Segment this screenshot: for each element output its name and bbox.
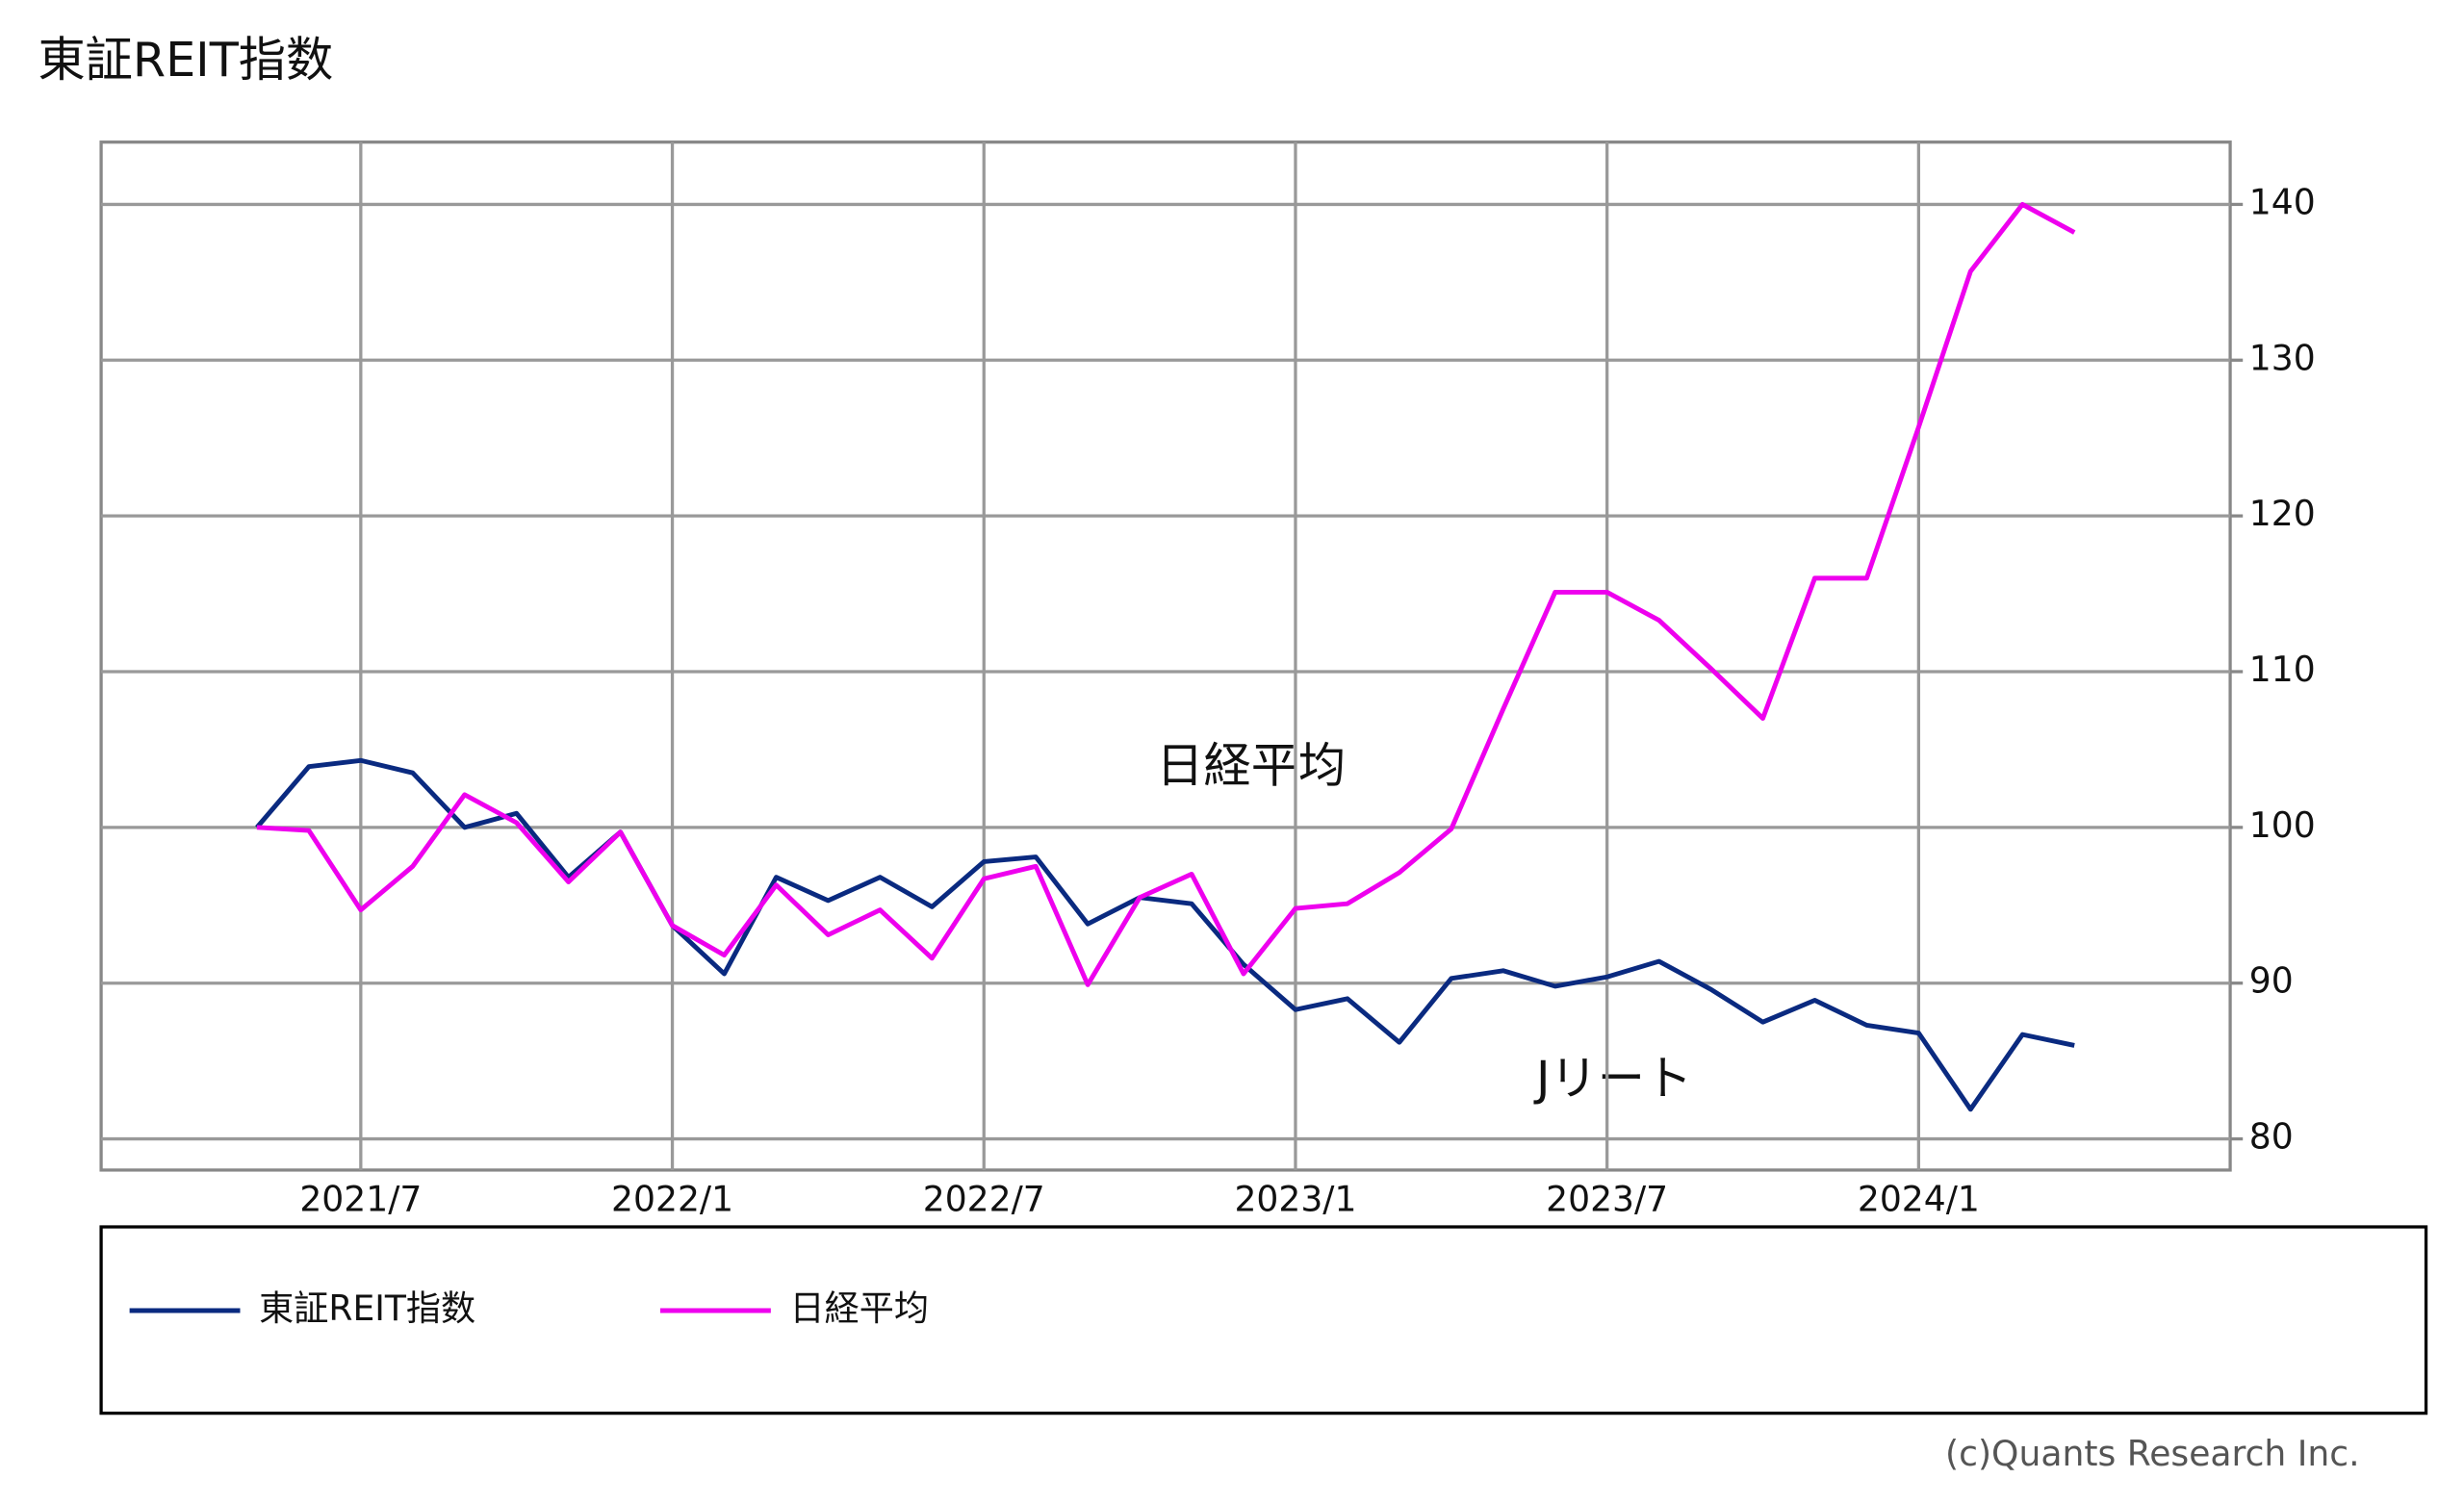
y-tick-label: 120 (2249, 493, 2316, 534)
x-tick-label: 2022/7 (923, 1179, 1045, 1220)
y-tick-label: 100 (2249, 804, 2316, 846)
credit: (c)Quants Research Inc. (1945, 1433, 2360, 1474)
y-tick-label: 90 (2249, 960, 2294, 1002)
x-tick-label: 2022/1 (611, 1179, 733, 1220)
y-tick-label: 140 (2249, 181, 2316, 222)
legend-label: 東証REIT指数 (259, 1287, 475, 1329)
annotation: Jリート (1533, 1051, 1692, 1107)
x-tick-label: 2021/7 (299, 1179, 422, 1220)
x-tick-label: 2024/1 (1858, 1179, 1980, 1220)
annotation: 日経平均 (1156, 738, 1346, 794)
data-line (256, 201, 2076, 987)
y-tick-label: 130 (2249, 337, 2316, 378)
plot-frame (99, 140, 2232, 1172)
chart-title: 東証REIT指数 (38, 32, 333, 88)
x-tick-label: 2023/7 (1546, 1179, 1668, 1220)
y-tick-label: 80 (2249, 1116, 2294, 1158)
x-tick-label: 2023/1 (1234, 1179, 1356, 1220)
legend-label: 日経平均 (790, 1287, 929, 1329)
legend-box (99, 1225, 2428, 1415)
data-line (255, 757, 2075, 1112)
y-tick-label: 110 (2249, 649, 2316, 690)
